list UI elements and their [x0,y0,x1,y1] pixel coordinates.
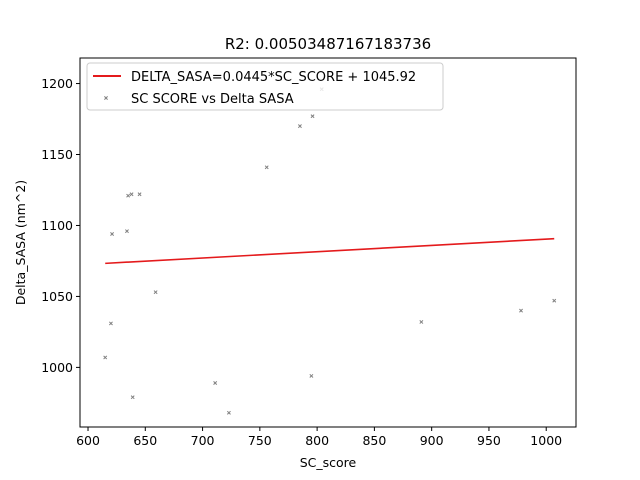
scatter-point [309,373,314,378]
y-tick-label: 1200 [41,76,73,91]
plot-area [103,87,557,415]
legend-point-swatch [104,96,108,100]
scatter-point [153,290,158,295]
x-tick-label: 850 [362,433,386,448]
scatter-point [110,232,115,236]
y-tick-label: 1050 [41,289,73,304]
x-axis: 600 650 700 750 800 850 900 950 1000 [76,427,562,448]
x-tick-label: 800 [305,433,329,448]
legend: DELTA_SASA=0.0445*SC_SCORE + 1045.92 SC … [86,62,444,111]
scatter-point [129,192,134,197]
x-tick-label: 950 [477,433,501,448]
scatter-point [213,381,218,385]
y-tick-label: 1100 [41,218,73,233]
legend-line-label: DELTA_SASA=0.0445*SC_SCORE + 1045.92 [131,70,416,85]
regression-line [105,237,555,265]
y-axis-label: Delta_SASA (nm^2) [13,180,28,305]
legend-box [86,62,444,111]
scatter-point [264,165,269,170]
x-tick-label: 750 [248,433,272,448]
axes-frame [79,57,577,428]
scatter-point [310,114,315,119]
y-tick-label: 1150 [41,147,73,162]
scatter-point [108,321,113,326]
x-tick-label: 600 [76,433,100,448]
y-tick-label: 1000 [41,360,73,375]
x-tick-label: 900 [420,433,444,448]
y-axis: 1000 1050 1100 1150 1200 [41,76,80,375]
x-tick-label: 650 [133,433,157,448]
scatter-point [297,124,302,129]
scatter-point [519,308,523,313]
x-tick-label: 700 [191,433,215,448]
x-axis-label: SC_score [300,455,357,470]
scatter-point [103,355,108,360]
scatter-point [552,298,557,303]
scatter-point [104,96,108,100]
legend-point-label: SC SCORE vs Delta SASA [131,92,294,107]
scatter-point [126,193,131,198]
x-tick-label: 1000 [530,433,562,448]
scatter-point [226,410,231,415]
scatter-point [137,192,142,197]
scatter-point [419,320,424,324]
chart-title: R2: 0.00503487167183736 [225,35,431,53]
scatter-point [125,229,129,234]
scatter-point [130,395,135,400]
